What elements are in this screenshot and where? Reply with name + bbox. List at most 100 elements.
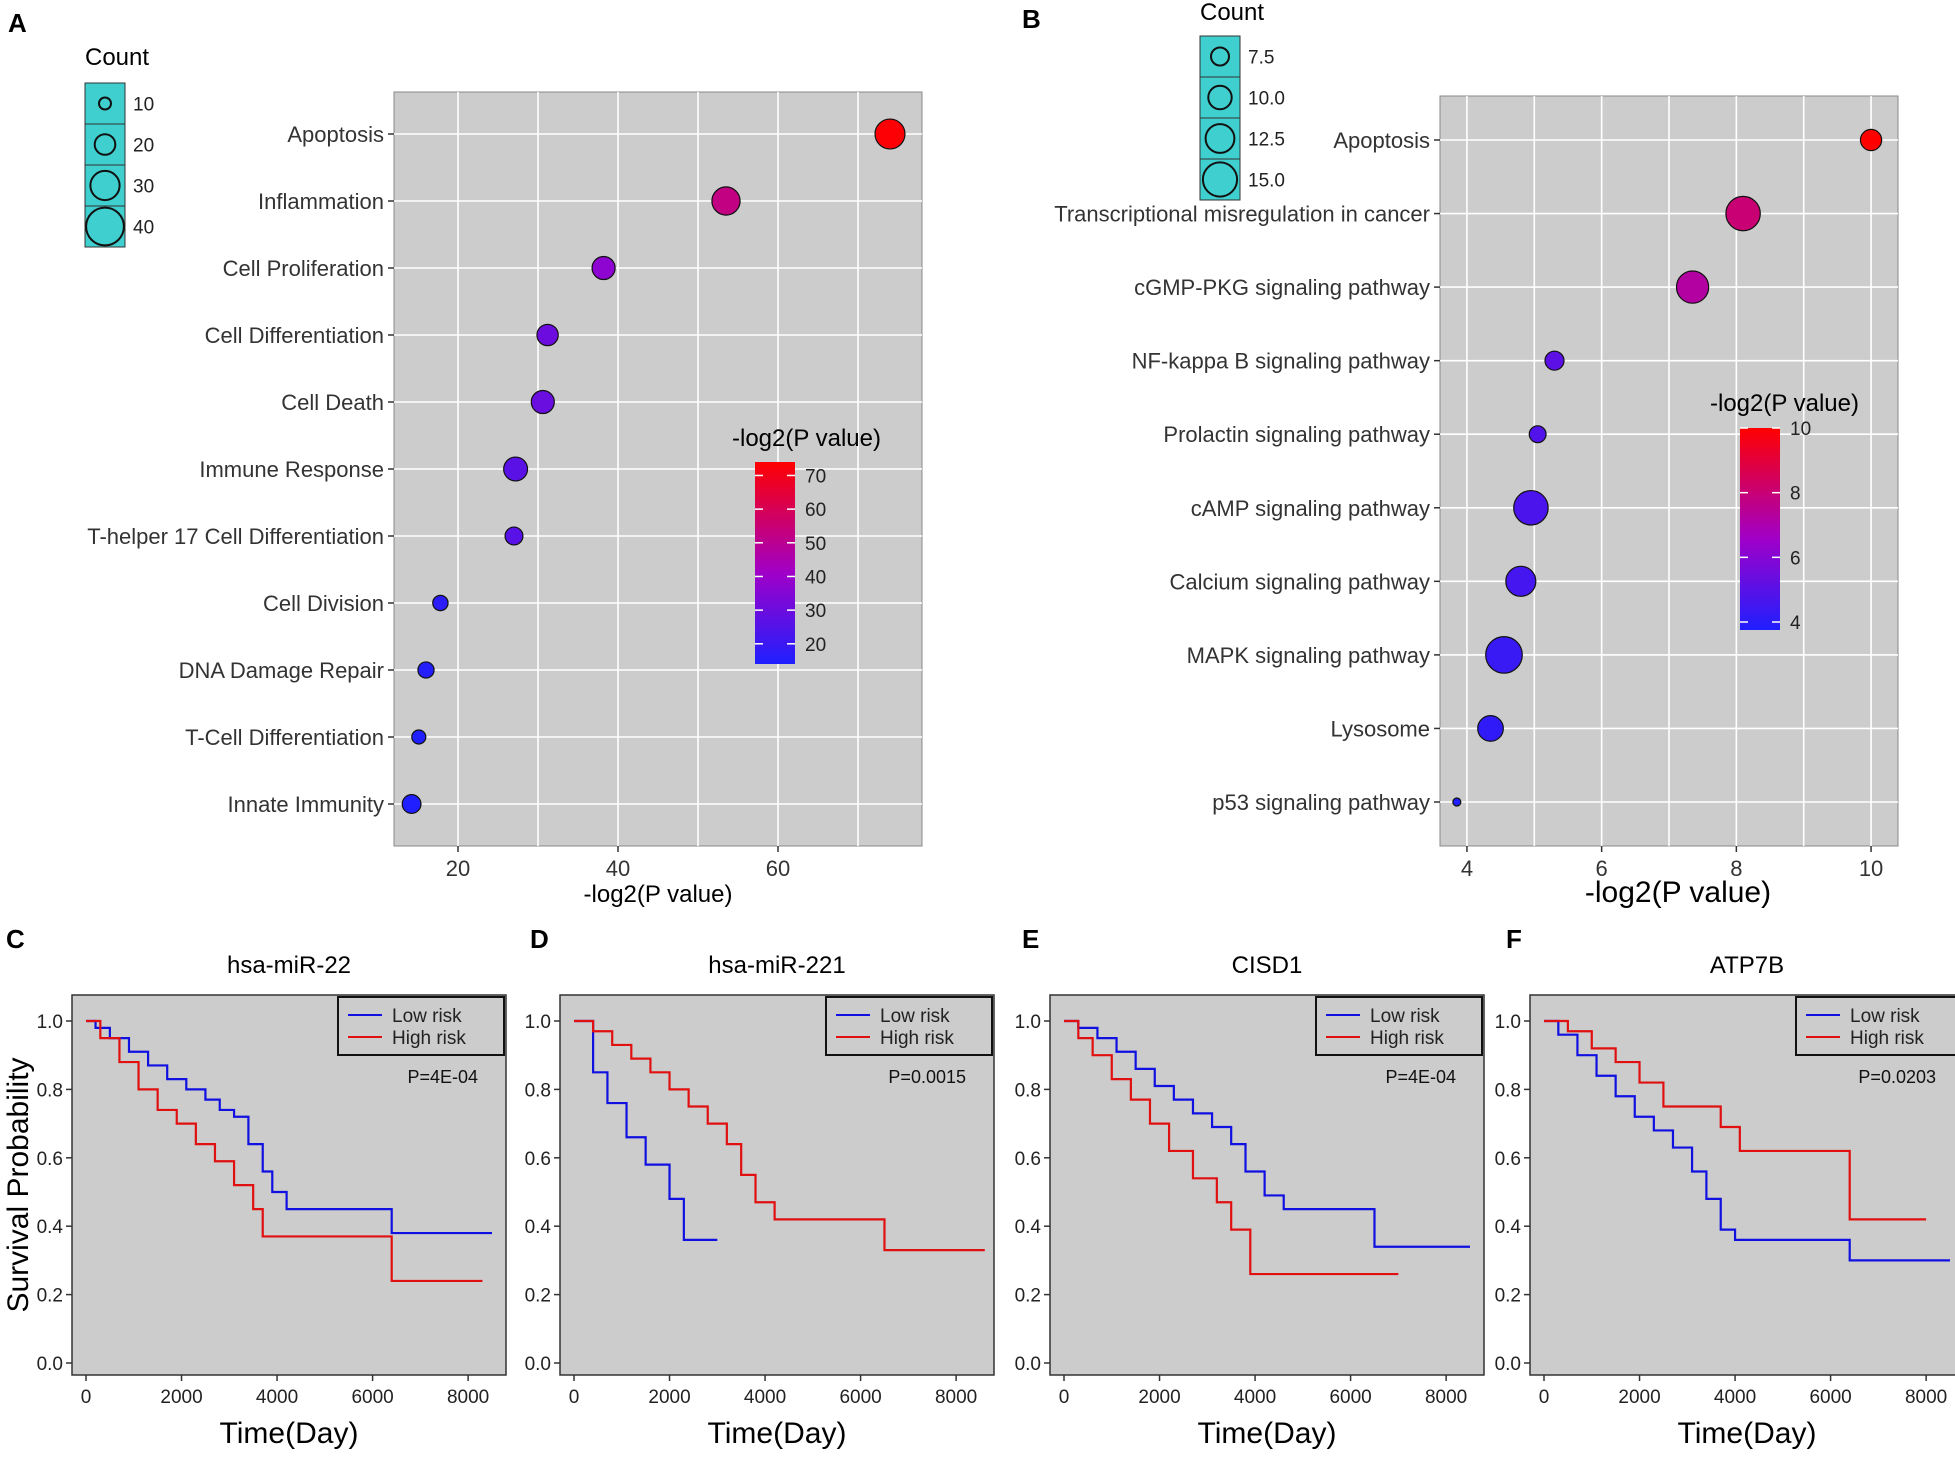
bubble-point	[1505, 565, 1537, 597]
category-label: T-helper 17 Cell Differentiation	[87, 524, 384, 549]
colorbar-ticks-a: 70 60 50 40 30 20	[755, 466, 826, 656]
colorbar-a	[755, 462, 795, 664]
km-y-tick-label: 0.6	[525, 1149, 551, 1170]
km-legend-label: High risk	[880, 1028, 954, 1049]
size-legend-label: 15.0	[1248, 171, 1285, 192]
km-legend-label: Low risk	[880, 1006, 950, 1027]
category-label: Inflammation	[258, 189, 384, 214]
km-legend-box	[1795, 996, 1955, 1056]
km-x-tick-label: 8000	[1905, 1387, 1947, 1408]
km-y-tick-label: 1.0	[1015, 1012, 1041, 1033]
km-plot-area	[71, 994, 507, 1376]
km-p-value: P=0.0203	[1858, 1067, 1936, 1087]
grid-b	[1440, 96, 1898, 846]
km-curve-high-risk	[574, 1019, 985, 1252]
km-title: hsa-miR-221	[708, 952, 845, 979]
size-legend-key	[84, 82, 126, 125]
bubble-point	[536, 323, 559, 347]
category-label: Transcriptional misregulation in cancer	[1054, 202, 1430, 227]
km-curve-high-risk	[86, 1019, 483, 1283]
km-y-tick-label: 0.4	[1495, 1217, 1522, 1238]
colorbar-tick-label: 50	[805, 534, 826, 555]
colorbar-tick-label: 30	[805, 601, 826, 622]
km-legend-box	[337, 996, 505, 1056]
size-legend-circle	[93, 133, 117, 156]
km-x-axis-label: Time(Day)	[1198, 1417, 1337, 1450]
km-x-tick-label: 2000	[160, 1387, 202, 1408]
category-label: Cell Differentiation	[205, 323, 384, 348]
size-legend-circle	[1207, 84, 1233, 111]
category-label: Lysosome	[1331, 716, 1430, 741]
km-x-tick-label: 2000	[648, 1387, 690, 1408]
km-x-tick-label: 8000	[1425, 1387, 1467, 1408]
km-y-tick-label: 0.4	[525, 1217, 552, 1238]
panel-d: hsa-miR-221 0.0 0.2 0.4 0.6 0.8 1.0 0 2000 4000 60…	[525, 952, 995, 1450]
size-legend-a: 10 20 30 40	[84, 82, 154, 248]
x-tick-label: 60	[766, 856, 790, 881]
km-legend-label: Low risk	[1370, 1006, 1440, 1027]
km-y-tick-label: 0.2	[1495, 1286, 1521, 1307]
km-y-tick-label: 0.0	[37, 1354, 63, 1375]
km-y-tick-label: 0.8	[37, 1080, 63, 1101]
bubble-point	[1452, 797, 1462, 807]
category-label: Cell Division	[263, 591, 384, 616]
panel-label-b: B	[1022, 4, 1041, 34]
km-x-axis-label: Time(Day)	[708, 1417, 847, 1450]
category-label: MAPK signaling pathway	[1187, 643, 1430, 668]
category-label: Cell Death	[281, 390, 384, 415]
km-y-tick-label: 0.0	[1495, 1354, 1521, 1375]
km-y-tick-label: 0.0	[1015, 1354, 1041, 1375]
colorbar-tick-label: 60	[805, 500, 826, 521]
x-ticks-a: 20 40 60	[446, 846, 790, 881]
size-legend-circle	[98, 96, 112, 111]
bubble-point	[874, 118, 906, 150]
km-y-tick-label: 0.8	[525, 1080, 551, 1101]
category-label: Apoptosis	[287, 122, 384, 147]
km-x-tick-label: 4000	[744, 1387, 786, 1408]
colorbar-ticks-b: 10 8 6 4	[1740, 419, 1811, 634]
bubble-point	[1675, 270, 1710, 304]
size-legend-circle	[89, 169, 121, 202]
km-y-tick-label: 0.8	[1495, 1080, 1521, 1101]
category-label: Cell Proliferation	[223, 256, 384, 281]
panel-label-e: E	[1022, 924, 1039, 954]
y-labels-a: Apoptosis Inflammation Cell Proliferation C…	[87, 122, 394, 817]
km-legend-label: High risk	[1370, 1028, 1444, 1049]
km-x-tick-label: 0	[1059, 1387, 1070, 1408]
km-x-tick-label: 6000	[351, 1387, 393, 1408]
km-y-tick-label: 1.0	[37, 1012, 63, 1033]
colorbar-tick-label: 40	[805, 567, 826, 588]
bubble-point	[432, 594, 449, 612]
km-y-tick-label: 0.4	[37, 1217, 64, 1238]
size-legend-label: 12.5	[1248, 130, 1285, 151]
bubble-point	[591, 255, 616, 281]
km-p-value: P=0.0015	[888, 1067, 966, 1087]
km-y-tick-label: 0.6	[1495, 1149, 1521, 1170]
x-tick-label: 8	[1730, 856, 1742, 881]
size-legend-label: 10	[133, 95, 154, 116]
bubble-point	[530, 389, 555, 415]
km-x-axis-label: Time(Day)	[220, 1417, 359, 1450]
bubble-point	[711, 186, 741, 216]
bubble-point	[504, 526, 524, 546]
x-tick-label: 20	[446, 856, 470, 881]
category-label: T-Cell Differentiation	[185, 725, 384, 750]
category-label: cGMP-PKG signaling pathway	[1134, 275, 1430, 300]
x-tick-label: 4	[1461, 856, 1473, 881]
color-legend-title-a: -log2(P value)	[732, 425, 881, 452]
km-p-value: P=4E-04	[407, 1067, 478, 1087]
category-label: Calcium signaling pathway	[1170, 569, 1430, 594]
bubble-point	[411, 729, 427, 745]
km-plot-area	[1529, 994, 1955, 1376]
y-axis-label-survival: Survival Probability	[2, 1057, 35, 1312]
km-legend-box	[1315, 996, 1483, 1056]
bubble-point	[401, 794, 422, 814]
size-legend-key	[84, 123, 126, 166]
category-label: Apoptosis	[1333, 128, 1430, 153]
panel-label-c: C	[6, 924, 25, 954]
km-curve-low-risk	[1064, 1019, 1470, 1248]
km-y-tick-label: 0.8	[1015, 1080, 1041, 1101]
category-label: Innate Immunity	[227, 792, 384, 817]
km-title: hsa-miR-22	[227, 952, 351, 979]
